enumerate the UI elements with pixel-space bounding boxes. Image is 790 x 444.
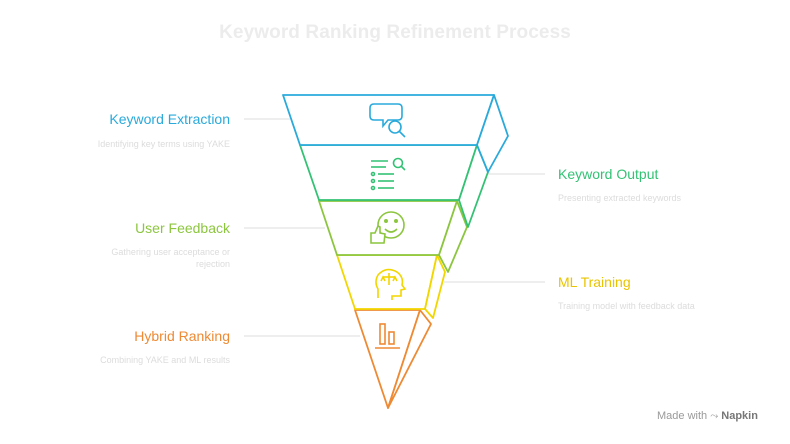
- brand-prefix: Made with: [657, 410, 708, 422]
- search-chat-icon: [369, 103, 406, 138]
- funnel-layer-hybrid-ranking: [354, 309, 432, 409]
- stage-label-keyword-output: Keyword Output: [558, 166, 659, 182]
- stage-label-user-feedback: User Feedback: [135, 220, 230, 236]
- stage-desc-ml-training: Training model with feedback data: [558, 301, 695, 311]
- stage-label-keyword-extraction: Keyword Extraction: [109, 111, 230, 127]
- stage-label-ml-training: ML Training: [558, 274, 631, 290]
- list-search-icon: [370, 157, 406, 191]
- brand-name: Napkin: [721, 410, 758, 422]
- napkin-logo-icon: ⤳: [710, 411, 719, 422]
- funnel-layer-ml-training: [336, 254, 446, 319]
- napkin-brand-mark[interactable]: Made with ⤳ Napkin: [657, 410, 758, 422]
- stage-desc-keyword-extraction: Identifying key terms using YAKE: [97, 139, 230, 149]
- funnel-layer-user-feedback: [318, 200, 468, 273]
- stage-desc-keyword-output: Presenting extracted keywords: [558, 193, 682, 203]
- smile-thumbs-up-icon: [370, 211, 405, 244]
- stage-desc-hybrid-ranking: Combining YAKE and ML results: [100, 355, 230, 365]
- head-balance-icon: [375, 268, 407, 300]
- bar-chart-icon: [375, 323, 400, 349]
- diagram-title: Keyword Ranking Refinement Process: [219, 22, 571, 43]
- stage-label-hybrid-ranking: Hybrid Ranking: [134, 328, 230, 344]
- stage-desc-user-feedback: Gathering user acceptance or rejection: [111, 247, 230, 269]
